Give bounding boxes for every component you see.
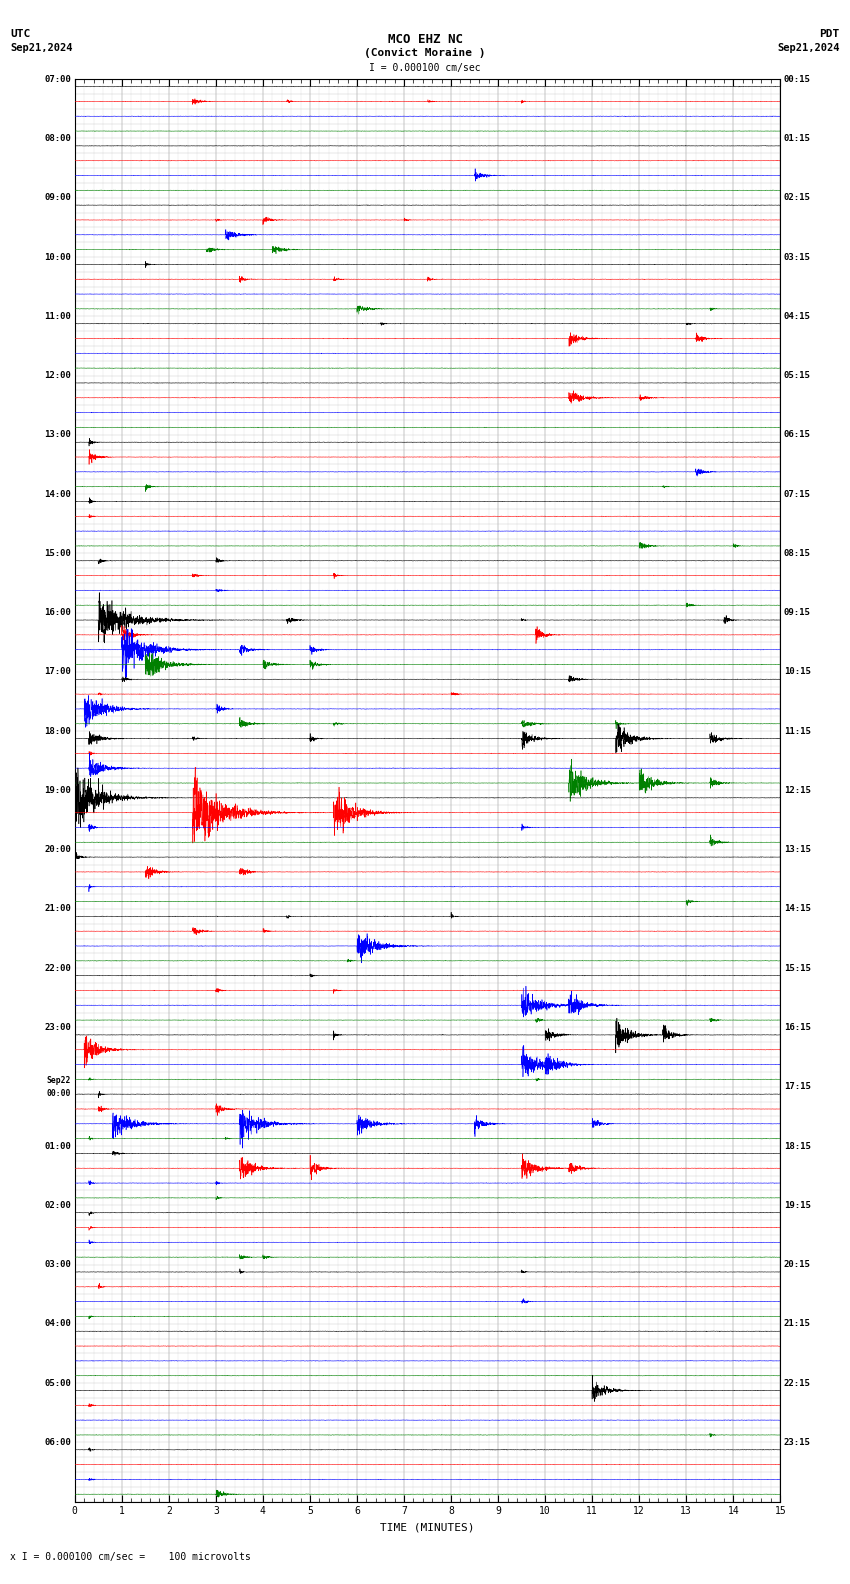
X-axis label: TIME (MINUTES): TIME (MINUTES) xyxy=(380,1522,475,1532)
Text: 01:00: 01:00 xyxy=(44,1142,71,1150)
Text: 04:00: 04:00 xyxy=(44,1319,71,1329)
Text: x I = 0.000100 cm/sec =    100 microvolts: x I = 0.000100 cm/sec = 100 microvolts xyxy=(10,1552,251,1562)
Text: 23:00: 23:00 xyxy=(44,1023,71,1033)
Text: 08:00: 08:00 xyxy=(44,135,71,143)
Text: 21:00: 21:00 xyxy=(44,904,71,914)
Text: 20:00: 20:00 xyxy=(44,846,71,854)
Text: 03:15: 03:15 xyxy=(784,252,811,261)
Text: 18:15: 18:15 xyxy=(784,1142,811,1150)
Text: 02:15: 02:15 xyxy=(784,193,811,203)
Text: 13:00: 13:00 xyxy=(44,431,71,439)
Text: 10:15: 10:15 xyxy=(784,667,811,676)
Text: 07:00: 07:00 xyxy=(44,74,71,84)
Text: 16:00: 16:00 xyxy=(44,608,71,618)
Text: 19:15: 19:15 xyxy=(784,1201,811,1210)
Text: 18:00: 18:00 xyxy=(44,727,71,735)
Text: 10:00: 10:00 xyxy=(44,252,71,261)
Text: 05:15: 05:15 xyxy=(784,371,811,380)
Text: 05:00: 05:00 xyxy=(44,1378,71,1388)
Text: 09:00: 09:00 xyxy=(44,193,71,203)
Text: 00:00: 00:00 xyxy=(47,1088,71,1098)
Text: 12:15: 12:15 xyxy=(784,786,811,795)
Text: Sep21,2024: Sep21,2024 xyxy=(777,43,840,52)
Text: 14:15: 14:15 xyxy=(784,904,811,914)
Text: 21:15: 21:15 xyxy=(784,1319,811,1329)
Text: 02:00: 02:00 xyxy=(44,1201,71,1210)
Text: 07:15: 07:15 xyxy=(784,489,811,499)
Text: 04:15: 04:15 xyxy=(784,312,811,322)
Text: 08:15: 08:15 xyxy=(784,548,811,558)
Text: (Convict Moraine ): (Convict Moraine ) xyxy=(365,48,485,57)
Text: PDT: PDT xyxy=(819,29,840,38)
Text: 12:00: 12:00 xyxy=(44,371,71,380)
Text: 22:15: 22:15 xyxy=(784,1378,811,1388)
Text: I = 0.000100 cm/sec: I = 0.000100 cm/sec xyxy=(369,63,481,73)
Text: 01:15: 01:15 xyxy=(784,135,811,143)
Text: UTC: UTC xyxy=(10,29,31,38)
Text: 20:15: 20:15 xyxy=(784,1259,811,1269)
Text: 19:00: 19:00 xyxy=(44,786,71,795)
Text: 03:00: 03:00 xyxy=(44,1259,71,1269)
Text: 00:15: 00:15 xyxy=(784,74,811,84)
Text: 11:15: 11:15 xyxy=(784,727,811,735)
Text: 17:00: 17:00 xyxy=(44,667,71,676)
Text: 11:00: 11:00 xyxy=(44,312,71,322)
Text: 14:00: 14:00 xyxy=(44,489,71,499)
Text: 13:15: 13:15 xyxy=(784,846,811,854)
Text: Sep22: Sep22 xyxy=(47,1076,71,1085)
Text: 15:00: 15:00 xyxy=(44,548,71,558)
Text: 22:00: 22:00 xyxy=(44,963,71,973)
Text: Sep21,2024: Sep21,2024 xyxy=(10,43,73,52)
Text: 16:15: 16:15 xyxy=(784,1023,811,1033)
Text: 23:15: 23:15 xyxy=(784,1438,811,1446)
Text: 09:15: 09:15 xyxy=(784,608,811,618)
Text: 06:00: 06:00 xyxy=(44,1438,71,1446)
Text: 15:15: 15:15 xyxy=(784,963,811,973)
Text: MCO EHZ NC: MCO EHZ NC xyxy=(388,33,462,46)
Text: 06:15: 06:15 xyxy=(784,431,811,439)
Text: 17:15: 17:15 xyxy=(784,1082,811,1091)
